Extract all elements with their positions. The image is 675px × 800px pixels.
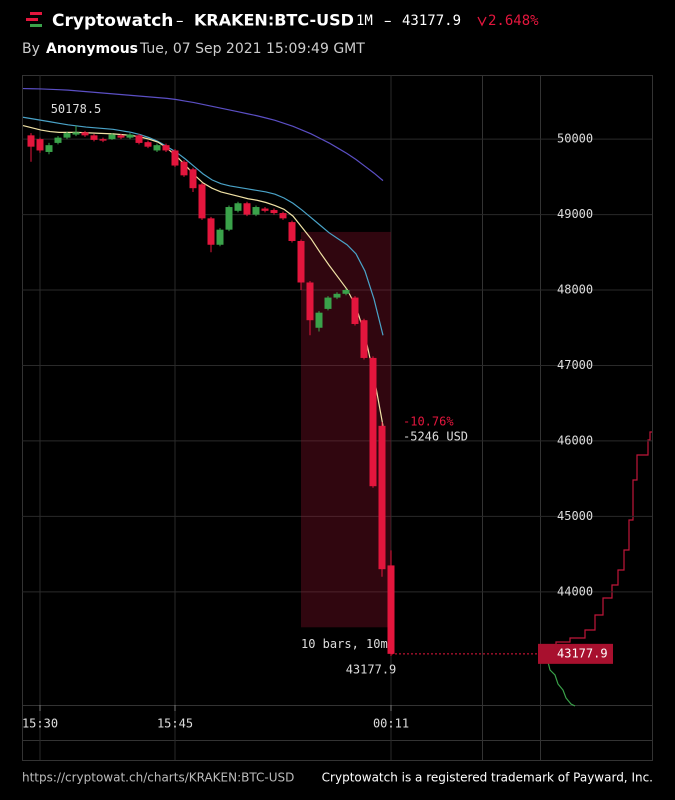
candle-body [207,218,215,245]
x-tick-label: 00:11 [373,717,409,731]
candle-body [90,135,98,140]
candle-body [324,297,332,309]
price: 43177.9 [402,13,461,29]
high-label: 50178.5 [51,102,102,116]
candle-body [135,135,143,143]
candle-body [81,132,89,136]
candle-body [234,203,242,211]
last-price-tag-label: 43177.9 [557,646,608,660]
candle-body [360,320,368,358]
candle-body [108,134,116,140]
moving-average [22,116,384,336]
down-arrow [477,16,487,27]
candle-body [252,207,260,215]
candle-body [288,222,296,241]
y-tick-label: 47000 [557,358,593,372]
candle-body [351,297,359,324]
date: Tue, 07 Sep 2021 15:09:49 GMT [139,41,365,57]
last-price-label: 43177.9 [346,662,397,676]
footer-note: Cryptowatch is a registered trademark of… [322,771,653,785]
candle-body [261,208,269,211]
candle-body [72,132,80,135]
candle-body [144,142,152,147]
x-tick-label: 15:45 [157,717,193,731]
candle-body [54,137,62,143]
separator: – [384,12,392,30]
y-tick-label: 45000 [557,509,593,523]
separator: – [176,12,184,30]
candle-body [225,207,233,230]
moving-average [22,87,384,182]
candle-body [369,357,377,487]
y-tick-label: 50000 [557,132,593,146]
candle-body [99,139,107,141]
last-price-tag [538,643,613,664]
y-tick-label: 44000 [557,584,593,598]
candle-body [162,145,170,151]
y-tick-label: 49000 [557,207,593,221]
candle-body [297,240,305,283]
candle-body [180,161,188,176]
candle-body [171,150,179,166]
measure-usd: -5246 USD [403,430,468,444]
y-tick-label: 46000 [557,433,593,447]
footer-url: https://cryptowat.ch/charts/KRAKEN:BTC-U… [22,771,294,785]
logo [26,12,42,27]
candle-body [36,139,44,151]
interval: 1M [356,13,373,29]
author: Anonymous [46,41,138,57]
measure-pct: -10.76% [403,415,454,429]
symbol: KRAKEN:BTC-USD [194,11,354,30]
x-tick-label: 15:30 [22,717,58,731]
candle-body [387,565,395,654]
candle-body [45,145,53,152]
change: 2.648% [488,13,539,29]
candle-body [279,213,287,219]
candle-body [378,425,386,570]
candle-body [27,135,35,147]
candle-body [243,203,251,215]
candle-body [270,210,278,214]
candle-body [198,184,206,219]
candle-body [216,229,224,245]
candle-body [63,133,71,138]
measure-bars: 10 bars, 10m [301,637,388,651]
candle-body [117,135,125,138]
byline-prefix: By [22,41,40,57]
y-tick-label: 48000 [557,283,593,297]
candle-body [126,134,134,138]
candle-body [342,290,350,294]
depth-chart [539,431,652,707]
candle-body [315,312,323,328]
candle-body [333,293,341,298]
candle-body [153,145,161,151]
candle-body [189,169,197,189]
brand: Cryptowatch [52,11,173,31]
candle-body [306,282,314,321]
